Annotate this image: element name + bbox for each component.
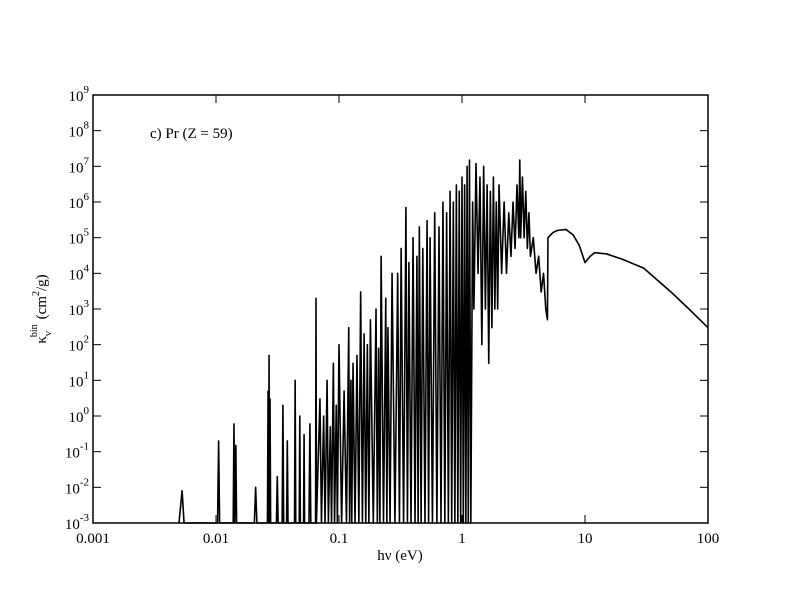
y-tick-label: 107 [69,155,90,176]
x-tick-label: 0.001 [76,531,110,547]
x-tick-label: 1 [458,531,466,547]
x-tick-label: 10 [578,531,593,547]
x-tick-label: 0.01 [203,531,229,547]
y-tick-base: 10 [65,446,80,462]
y-label-sup: bin [29,324,40,337]
y-tick-label: 104 [69,262,90,283]
y-tick-label: 101 [69,369,90,390]
y-tick-base: 10 [65,481,80,497]
plot-frame [92,94,709,524]
y-tick-exponent: 5 [84,227,90,239]
y-tick-base: 10 [69,125,84,141]
y-tick-label: 109 [69,84,90,105]
y-tick-base: 10 [69,267,84,283]
x-tick-label: 100 [697,531,720,547]
y-tick-exponent: 1 [84,369,90,381]
y-tick-label: 108 [69,120,90,141]
y-tick-label: 10-3 [65,512,90,533]
y-tick-exponent: 6 [84,191,90,203]
data-line [178,159,709,524]
y-tick-exponent: 0 [84,405,90,417]
y-tick-exponent: -1 [80,441,89,453]
y-tick-base: 10 [69,232,84,248]
y-tick-base: 10 [69,89,84,105]
y-tick-exponent: -3 [80,512,90,524]
y-tick-label: 100 [69,405,90,426]
y-label-symbol: κ [34,336,50,344]
y-tick-base: 10 [69,410,84,426]
y-tick-exponent: 3 [84,298,90,310]
y-tick-label: 106 [69,191,90,212]
y-tick-exponent: -2 [80,476,89,488]
y-tick-base: 10 [69,303,84,319]
y-label-unit-end: /g) [34,274,50,291]
y-axis-label: κνbin (cm2/g) [29,274,54,343]
x-axis-label: hν (eV) [377,548,423,564]
y-tick-label: 105 [69,227,90,248]
y-label-sub: ν [42,331,54,336]
y-tick-label: 102 [69,334,90,355]
y-label-unit: (cm [34,296,50,320]
y-tick-base: 10 [69,339,84,355]
y-tick-exponent: 9 [84,84,90,96]
y-tick-exponent: 4 [84,262,90,274]
y-tick-exponent: 8 [84,120,90,132]
y-tick-base: 10 [69,374,84,390]
y-tick-exponent: 7 [84,155,90,167]
y-tick-label: 103 [69,298,90,319]
y-tick-exponent: 2 [84,334,90,346]
y-tick-label: 10-1 [65,441,89,462]
x-tick-label: 0.1 [330,531,349,547]
y-tick-base: 10 [65,517,80,533]
y-label-unit-power: 2 [31,291,42,296]
y-tick-base: 10 [69,160,84,176]
y-tick-label: 10-2 [65,476,89,497]
y-tick-base: 10 [69,196,84,212]
annotation: c) Pr (Z = 59) [150,126,233,142]
